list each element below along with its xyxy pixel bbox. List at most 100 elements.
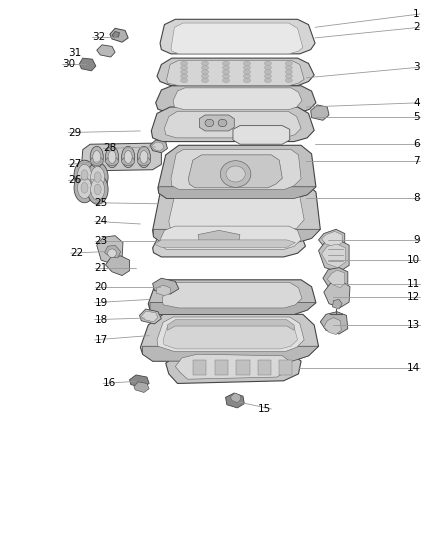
Polygon shape <box>173 88 302 110</box>
Ellipse shape <box>244 78 251 83</box>
Text: 28: 28 <box>103 143 117 154</box>
Polygon shape <box>311 105 329 120</box>
Polygon shape <box>324 281 350 308</box>
Polygon shape <box>230 393 241 402</box>
Ellipse shape <box>286 61 292 66</box>
Polygon shape <box>152 228 305 257</box>
Ellipse shape <box>122 157 135 165</box>
Text: 12: 12 <box>406 292 420 302</box>
Text: 7: 7 <box>413 156 420 166</box>
Polygon shape <box>97 236 123 264</box>
Polygon shape <box>150 303 316 314</box>
Text: 9: 9 <box>413 235 420 245</box>
Text: 20: 20 <box>95 282 108 292</box>
Ellipse shape <box>140 151 148 164</box>
Polygon shape <box>321 231 342 247</box>
Ellipse shape <box>108 151 116 164</box>
Polygon shape <box>215 360 228 375</box>
Text: 31: 31 <box>68 48 81 58</box>
Text: 25: 25 <box>95 198 108 208</box>
Ellipse shape <box>91 179 105 200</box>
Ellipse shape <box>94 172 101 182</box>
Polygon shape <box>106 256 130 276</box>
Text: 14: 14 <box>406 362 420 373</box>
Text: 1: 1 <box>413 9 420 19</box>
Ellipse shape <box>138 147 150 167</box>
Text: 24: 24 <box>95 216 108 227</box>
Polygon shape <box>81 143 161 171</box>
Text: 8: 8 <box>413 193 420 204</box>
Ellipse shape <box>180 66 187 70</box>
Polygon shape <box>321 244 346 268</box>
Ellipse shape <box>93 151 101 164</box>
Polygon shape <box>199 115 234 131</box>
Polygon shape <box>110 28 128 42</box>
Ellipse shape <box>87 174 108 204</box>
Ellipse shape <box>90 157 103 165</box>
Text: 16: 16 <box>103 378 117 389</box>
Polygon shape <box>160 226 301 249</box>
Ellipse shape <box>201 70 208 74</box>
Polygon shape <box>158 146 316 198</box>
Ellipse shape <box>286 78 292 83</box>
Ellipse shape <box>180 74 187 78</box>
Polygon shape <box>112 31 120 38</box>
Text: 29: 29 <box>68 127 81 138</box>
Ellipse shape <box>223 78 230 83</box>
Polygon shape <box>169 189 304 232</box>
Text: 6: 6 <box>413 139 420 149</box>
Ellipse shape <box>124 151 132 164</box>
Text: 10: 10 <box>407 255 420 265</box>
Polygon shape <box>155 86 316 114</box>
Ellipse shape <box>244 70 251 74</box>
Polygon shape <box>171 150 301 189</box>
Ellipse shape <box>265 70 272 74</box>
Polygon shape <box>105 245 121 258</box>
Polygon shape <box>154 240 295 247</box>
Text: 30: 30 <box>62 60 75 69</box>
Ellipse shape <box>201 66 208 70</box>
Polygon shape <box>193 360 206 375</box>
Polygon shape <box>166 60 304 86</box>
Ellipse shape <box>138 157 150 165</box>
Polygon shape <box>162 282 302 308</box>
Ellipse shape <box>91 166 105 188</box>
Ellipse shape <box>205 119 214 127</box>
Ellipse shape <box>218 119 227 127</box>
Ellipse shape <box>201 61 208 66</box>
Ellipse shape <box>220 161 251 187</box>
Ellipse shape <box>201 74 208 78</box>
Polygon shape <box>150 140 167 153</box>
Text: 18: 18 <box>95 314 108 325</box>
Polygon shape <box>141 314 318 361</box>
Polygon shape <box>324 318 341 335</box>
Polygon shape <box>134 382 149 392</box>
Polygon shape <box>198 230 240 243</box>
Polygon shape <box>156 285 171 296</box>
Text: 4: 4 <box>413 98 420 108</box>
Text: 2: 2 <box>413 22 420 33</box>
Ellipse shape <box>90 147 103 167</box>
Polygon shape <box>279 360 292 375</box>
Ellipse shape <box>108 249 117 257</box>
Ellipse shape <box>94 184 101 195</box>
Ellipse shape <box>223 70 230 74</box>
Polygon shape <box>164 111 301 138</box>
Polygon shape <box>167 320 294 330</box>
Polygon shape <box>320 312 348 334</box>
Ellipse shape <box>81 169 88 180</box>
Polygon shape <box>148 280 316 314</box>
Text: 26: 26 <box>68 175 81 185</box>
Ellipse shape <box>81 182 88 193</box>
Text: 32: 32 <box>92 32 106 42</box>
Ellipse shape <box>244 74 251 78</box>
Polygon shape <box>171 23 303 54</box>
Ellipse shape <box>180 70 187 74</box>
Polygon shape <box>163 321 297 349</box>
Text: 22: 22 <box>71 248 84 258</box>
Ellipse shape <box>223 74 230 78</box>
Ellipse shape <box>286 66 292 70</box>
Ellipse shape <box>180 61 187 66</box>
Ellipse shape <box>286 74 292 78</box>
Polygon shape <box>159 187 316 198</box>
